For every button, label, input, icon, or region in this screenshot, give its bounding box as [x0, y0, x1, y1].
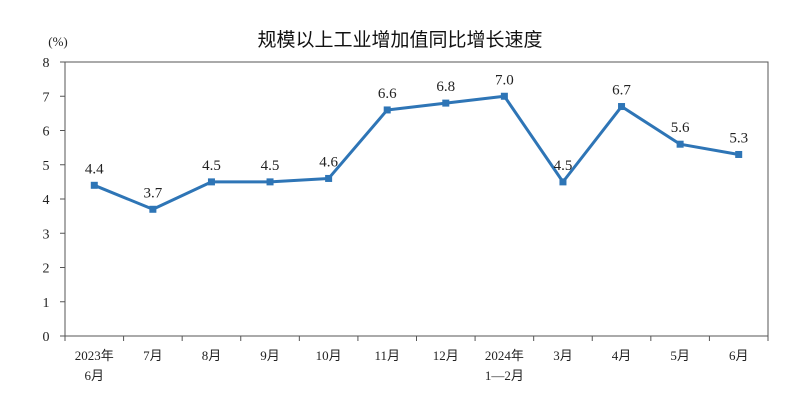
data-point — [266, 178, 274, 186]
y-tick-label: 7 — [43, 90, 50, 105]
y-axis: 0 1 2 3 4 5 6 7 8 — [43, 56, 65, 345]
data-point — [383, 106, 391, 114]
data-point — [325, 174, 333, 182]
data-point — [149, 205, 157, 213]
y-tick-label: 6 — [43, 125, 50, 140]
chart-title: 规模以上工业增加值同比增长速度 — [257, 29, 542, 51]
y-tick-label: 0 — [43, 330, 50, 345]
x-tick-label: 2023年 — [75, 348, 114, 363]
x-axis: 2023年 6月 7月 8月 9月 10月 11月 12月 2024年 1—2月 3月 4月 5月 6月 — [64, 336, 769, 383]
data-label: 6.8 — [436, 79, 455, 95]
data-label: 5.3 — [729, 130, 748, 146]
data-point — [618, 103, 626, 111]
data-label: 6.6 — [378, 86, 397, 102]
y-tick-label: 3 — [43, 227, 50, 242]
plot-frame — [64, 61, 769, 337]
x-tick-label: 5月 — [670, 348, 690, 363]
x-tick-label: 10月 — [316, 348, 342, 363]
x-tick-label: 12月 — [433, 348, 459, 363]
x-tick-label: 9月 — [260, 348, 280, 363]
series-line — [90, 92, 743, 213]
x-tick-label: 6月 — [85, 368, 105, 383]
x-tick-label: 4月 — [612, 348, 632, 363]
data-point — [207, 178, 215, 186]
data-point — [735, 150, 743, 158]
y-tick-label: 1 — [43, 296, 50, 311]
data-label: 4.4 — [85, 161, 104, 177]
x-tick-label: 8月 — [202, 348, 222, 363]
data-label: 6.7 — [612, 83, 631, 99]
x-tick-label: 7月 — [143, 348, 163, 363]
data-point — [500, 92, 508, 100]
data-label: 5.6 — [671, 120, 690, 136]
x-tick-label: 2024年 — [485, 348, 524, 363]
x-tick-label: 1—2月 — [485, 368, 524, 383]
data-point — [676, 140, 684, 148]
data-point — [442, 99, 450, 107]
x-tick-label: 6月 — [729, 348, 749, 363]
series-path — [93, 94, 739, 211]
y-tick-label: 5 — [43, 159, 50, 174]
y-tick-label: 8 — [43, 56, 50, 71]
x-tick-label: 11月 — [374, 348, 400, 363]
y-axis-unit: (%) — [48, 34, 68, 49]
data-label: 7.0 — [495, 72, 514, 88]
y-tick-label: 4 — [43, 193, 50, 208]
data-label: 4.5 — [554, 158, 573, 174]
x-tick-label: 3月 — [553, 348, 573, 363]
data-label: 4.5 — [202, 158, 221, 174]
data-label: 4.6 — [319, 154, 338, 170]
data-point — [559, 178, 567, 186]
data-label: 3.7 — [144, 185, 163, 201]
data-labels: 4.4 3.7 4.5 4.5 4.6 6.6 6.8 7.0 4.5 6.7 5.6 5.3 — [85, 72, 748, 201]
y-tick-label: 2 — [43, 262, 50, 277]
data-label: 4.5 — [261, 158, 280, 174]
data-point — [90, 181, 98, 189]
